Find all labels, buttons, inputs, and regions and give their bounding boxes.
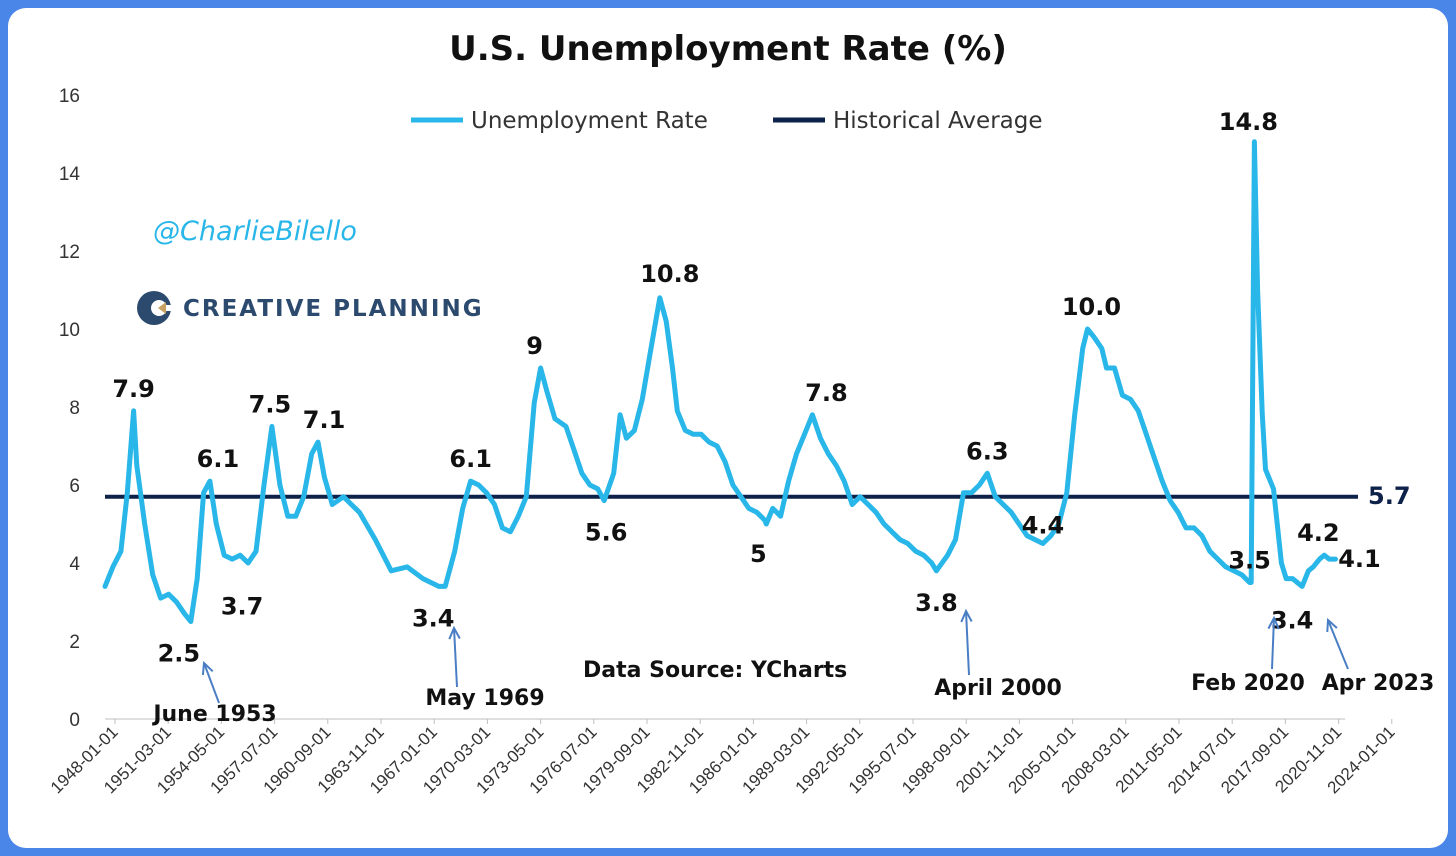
y-axis-ticks: 0 2 4 6 8 10 12 14 16 [59, 86, 81, 731]
y-tick-12: 12 [59, 242, 80, 263]
annotation-arrow [965, 610, 970, 676]
data-label: 10.0 [1062, 293, 1121, 321]
x-axis: 1948-01-011951-03-011954-05-011957-07-01… [47, 718, 1399, 797]
y-tick-8: 8 [69, 398, 80, 419]
data-label: 5 [750, 540, 767, 568]
data-label: 4.2 [1297, 519, 1340, 547]
annotation-arrow [1271, 617, 1275, 670]
data-label: 3.4 [412, 604, 455, 632]
data-label: 9 [526, 332, 543, 360]
data-label: 6.1 [197, 445, 240, 473]
data-labels: 7.9 2.5 6.1 3.7 7.5 7.1 3.4 6.1 9 5.6 10.8 5 7.8 3.8 6… [112, 108, 1380, 668]
data-label: 3.4 [1271, 606, 1314, 634]
chart-title: U.S. Unemployment Rate (%) [449, 29, 1007, 69]
data-label: 2.5 [158, 640, 201, 668]
event-annotations: June 1953 May 1969 April 2000 Feb 2020 Apr 2… [151, 608, 1435, 727]
data-source-note: Data Source: YCharts [583, 658, 847, 683]
chart-card: U.S. Unemployment Rate (%) 0 2 4 6 8 10 12 14 16… [8, 8, 1448, 848]
data-label: 3.7 [221, 593, 264, 621]
y-tick-2: 2 [69, 632, 80, 653]
annotation-arrow [1327, 619, 1349, 670]
annotation-arrowhead [201, 660, 214, 676]
y-tick-0: 0 [69, 710, 80, 731]
y-tick-4: 4 [69, 554, 80, 575]
twitter-handle: @CharlieBilello [153, 216, 357, 247]
annotation-arrowhead [960, 608, 973, 623]
data-label: 7.9 [112, 375, 155, 403]
data-label: 7.8 [805, 379, 848, 407]
legend: Unemployment Rate Historical Average [411, 108, 1043, 134]
creative-planning-logo-icon [137, 291, 174, 325]
y-tick-14: 14 [59, 164, 81, 185]
event-annotation-label: May 1969 [425, 686, 544, 711]
data-label: 6.1 [449, 445, 492, 473]
data-label: 4.4 [1022, 511, 1065, 539]
data-label: 10.8 [640, 260, 699, 288]
data-label: 7.5 [249, 391, 292, 419]
annotation-arrow [453, 627, 458, 688]
annotation-arrowhead [1267, 615, 1280, 630]
annotation-arrow [203, 662, 220, 704]
data-label: 4.1 [1338, 545, 1381, 573]
y-tick-10: 10 [59, 320, 80, 341]
legend-label-unemployment-rate: Unemployment Rate [471, 108, 708, 134]
legend-label-historical-average: Historical Average [833, 108, 1043, 134]
historical-average-label: 5.7 [1368, 482, 1411, 510]
data-label: 7.1 [303, 406, 346, 434]
data-label: 5.6 [585, 519, 628, 547]
company-name: CREATIVE PLANNING [183, 296, 484, 322]
data-label: 14.8 [1219, 108, 1278, 136]
event-annotation-label: Feb 2020 [1191, 671, 1305, 696]
data-label: 6.3 [966, 437, 1009, 465]
event-annotation-label: June 1953 [151, 702, 276, 727]
event-annotation-label: Apr 2023 [1322, 671, 1435, 696]
unemployment-chart: U.S. Unemployment Rate (%) 0 2 4 6 8 10 12 14 16… [47, 29, 1435, 797]
branding: @CharlieBilello CREATIVE PLANNING [137, 216, 484, 325]
annotation-arrowhead [1326, 617, 1338, 633]
annotation-arrowhead [448, 625, 461, 640]
data-label: 3.5 [1228, 547, 1271, 575]
y-tick-16: 16 [59, 86, 80, 107]
event-annotation-label: April 2000 [934, 676, 1062, 701]
y-tick-6: 6 [69, 476, 80, 497]
unemployment-rate-line [102, 139, 1338, 624]
data-label: 3.8 [915, 589, 958, 617]
